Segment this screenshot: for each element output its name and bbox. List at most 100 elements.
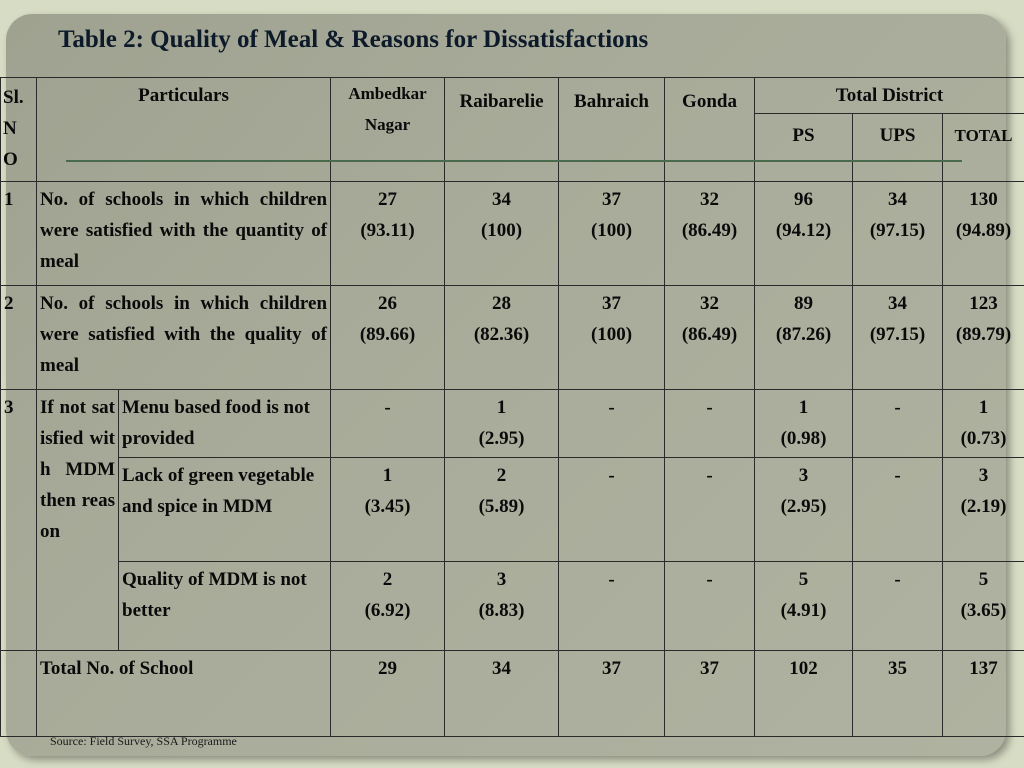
cell-bahraich: 37 (100): [558, 181, 666, 287]
cell-count: 28: [492, 293, 512, 315]
cell-count: 1: [382, 464, 393, 486]
row-sl-no: 2: [0, 285, 37, 391]
cell-count: 5: [798, 568, 809, 590]
cell-bahraich: -: [558, 560, 666, 651]
cell-percent: (100): [480, 220, 523, 242]
header-particulars: Particulars: [35, 76, 332, 183]
source-note: Source: Field Survey, SSA Programme: [50, 734, 237, 748]
cell-ups: -: [852, 456, 944, 562]
cell-percent: (0.73): [960, 428, 1007, 450]
cell-total: 123 (89.79): [942, 285, 1024, 391]
cell-percent: (97.15): [869, 324, 926, 346]
cell-gonda: -: [664, 389, 756, 458]
cell-percent: (89.79): [955, 324, 1012, 346]
header-sl-no: Sl. N O: [0, 76, 37, 183]
cell-ups: 34 (97.15): [852, 181, 944, 287]
reason-label: Quality of MDM is not better: [117, 560, 332, 651]
cell-count: 96: [794, 189, 814, 211]
cell-count: -: [894, 397, 901, 419]
cell-count: 37: [602, 189, 622, 211]
cell-count: 32: [700, 189, 720, 211]
cell-ambedkar-nagar: -: [330, 389, 446, 458]
header-ambedkar-line1: Ambedkar: [348, 84, 427, 103]
cell-count: 34: [492, 189, 512, 211]
cell-ups: 34 (97.15): [852, 285, 944, 391]
cell-count: 5: [978, 568, 989, 590]
table-title-main: Quality of Meal & Reasons for Dissatisfa…: [150, 26, 649, 53]
cell-gonda: 32 (86.49): [664, 181, 756, 287]
cell-percent: (100): [590, 324, 633, 346]
header-divider-line: [66, 160, 962, 162]
cell-ps: 89 (87.26): [754, 285, 854, 391]
cell-raibarelie: 3 (8.83): [444, 560, 560, 651]
header-row-2: PS UPS TOTAL: [1, 113, 1024, 183]
cell-percent: (2.95): [478, 428, 525, 450]
cell-count: 34: [888, 293, 908, 315]
cell-raibarelie: 1 (2.95): [444, 389, 560, 458]
cell-count: 32: [700, 293, 720, 315]
cell-count: -: [894, 568, 901, 590]
cell-ps: 3 (2.95): [754, 456, 854, 562]
total-ups: 35: [852, 649, 944, 738]
meal-quality-table: Sl. N O Particulars Ambedkar Nagar Raiba…: [0, 76, 1024, 738]
cell-total: 5 (3.65): [942, 560, 1024, 651]
cell-gonda: -: [664, 456, 756, 562]
cell-percent: (94.89): [955, 220, 1012, 242]
cell-count: -: [706, 397, 713, 419]
cell-count: 27: [378, 189, 398, 211]
cell-ps: 1 (0.98): [754, 389, 854, 458]
cell-count: 1: [978, 397, 989, 419]
total-ps: 102: [754, 649, 854, 738]
cell-count: 37: [602, 293, 622, 315]
cell-count: 34: [888, 189, 908, 211]
cell-percent: (94.12): [775, 220, 832, 242]
cell-count: -: [608, 568, 615, 590]
table-row: 2 No. of schools in which children were …: [0, 285, 1024, 391]
cell-ambedkar-nagar: 2 (6.92): [330, 560, 446, 651]
cell-percent: (89.66): [359, 324, 416, 346]
total-total: 137: [942, 649, 1024, 738]
cell-ups: -: [852, 560, 944, 651]
cell-bahraich: -: [558, 456, 666, 562]
header-row-1: Sl. N O Particulars Ambedkar Nagar Raiba…: [0, 76, 1024, 183]
row-sl-no: 1: [0, 181, 37, 287]
row-particular: No. of schools in which children were sa…: [35, 285, 332, 391]
cell-raibarelie: 2 (5.89): [444, 456, 560, 562]
table-row: Lack of green vegetable and spice in MDM…: [1, 456, 1024, 562]
cell-count: -: [706, 464, 713, 486]
cell-count: -: [706, 568, 713, 590]
total-row-sl-blank: [0, 649, 37, 738]
table-row: Quality of MDM is not better 2 (6.92) 3 (8…: [1, 560, 1024, 651]
cell-bahraich: -: [558, 389, 666, 458]
cell-count: -: [608, 464, 615, 486]
table-title-prefix: Table 2:: [58, 26, 144, 53]
cell-percent: (86.49): [681, 220, 738, 242]
cell-percent: (100): [590, 220, 633, 242]
cell-percent: (93.11): [360, 220, 415, 242]
cell-ambedkar-nagar: 1 (3.45): [330, 456, 446, 562]
header-gonda: Gonda: [664, 76, 756, 183]
header-bahraich: Bahraich: [558, 76, 666, 183]
cell-count: 2: [382, 568, 393, 590]
cell-percent: (97.15): [869, 220, 926, 242]
cell-total: 130 (94.89): [942, 181, 1024, 287]
total-row-label: Total No. of School: [35, 649, 332, 738]
cell-count: 1: [798, 397, 809, 419]
cell-count: 1: [496, 397, 507, 419]
cell-percent: (3.45): [364, 495, 411, 517]
cell-total: 3 (2.19): [942, 456, 1024, 562]
cell-count: 130: [969, 189, 998, 211]
header-ambedkar-line2: Nagar: [364, 115, 411, 134]
cell-raibarelie: 28 (82.36): [444, 285, 560, 391]
row-sl-no: 3: [0, 389, 37, 651]
cell-count: 89: [794, 293, 814, 315]
cell-gonda: -: [664, 560, 756, 651]
cell-percent: (0.98): [780, 428, 827, 450]
cell-ps: 96 (94.12): [754, 181, 854, 287]
header-ups: UPS: [852, 113, 944, 183]
header-total-district: Total District: [754, 76, 1024, 115]
table-row: 3 If not satisfied with MDM then reason …: [0, 389, 1024, 651]
table-title: Table 2: Quality of Meal & Reasons for D…: [58, 26, 648, 54]
cell-bahraich: 37 (100): [558, 285, 666, 391]
row-particular: No. of schools in which children were sa…: [35, 181, 332, 287]
